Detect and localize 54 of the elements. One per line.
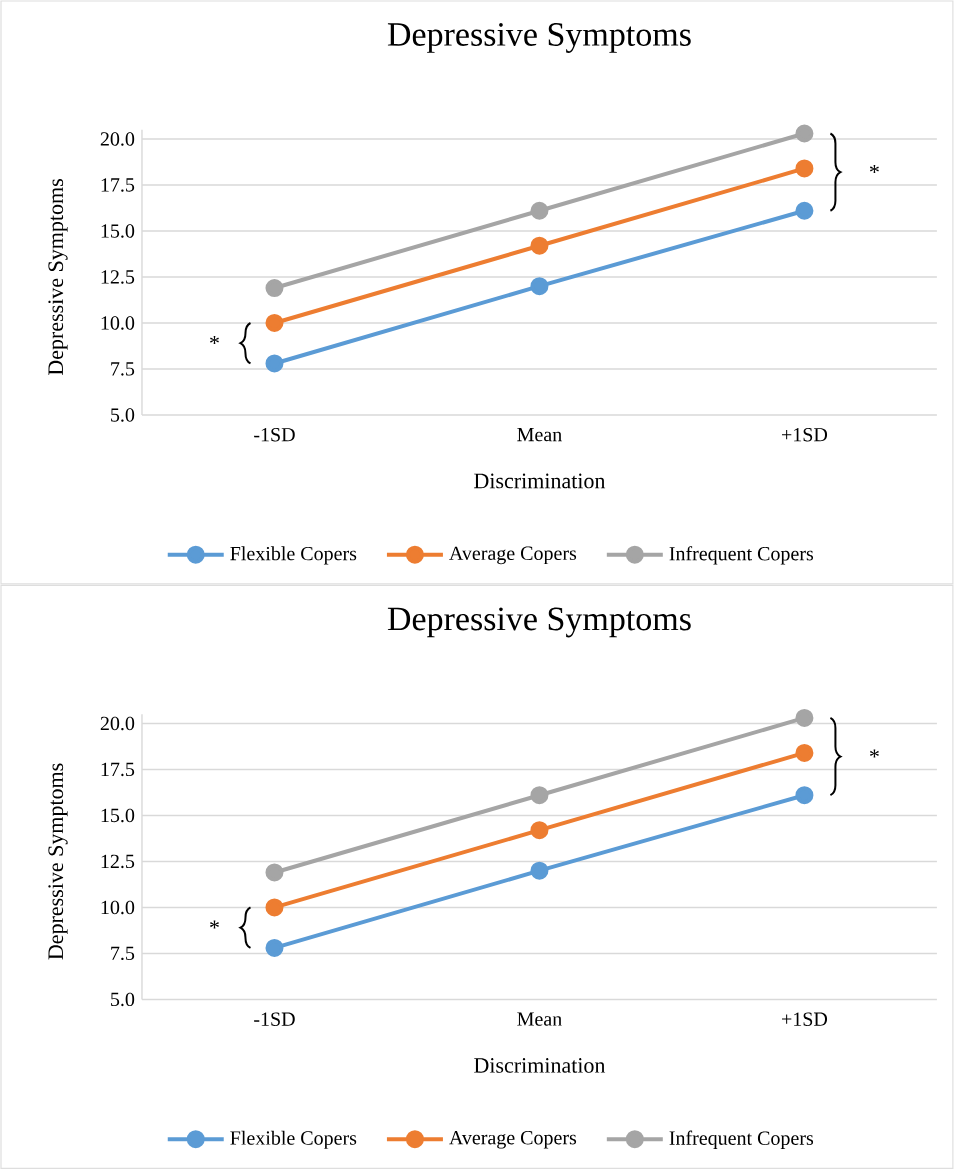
y-axis-title: Depressive Symptoms [48,179,68,376]
legend-label: Flexible Copers [230,546,357,565]
y-tick-label: 5.0 [111,408,135,422]
annotation: * [210,920,219,929]
legend-label: Infrequent Copers [669,1130,814,1149]
y-tick-label: 5.0 [111,992,135,1007]
y-tick-label: 7.5 [111,362,135,376]
point [530,821,549,840]
annotation: * [870,749,879,758]
point [530,236,549,255]
y-tick-label: 15.0 [101,224,135,238]
point [265,313,284,332]
point [530,277,549,296]
legend-label: Flexible Copers [230,1130,357,1149]
y-tick-label: 7.5 [111,946,135,961]
point [265,863,284,882]
point [265,354,284,373]
point [265,938,284,957]
legend-label: Infrequent Copers [669,546,814,565]
y-tick-label: 20.0 [100,132,135,146]
legend-label: Average Copers [449,546,577,565]
point [795,743,814,762]
x-axis-title: Discrimination [474,473,606,489]
x-tick-label: +1SD [782,428,828,442]
y-axis-title: Depressive Symptoms [48,763,68,960]
point [795,786,814,805]
point [795,708,814,727]
point [265,898,284,917]
x-tick-label: +1SD [782,1012,828,1026]
y-tick-label: 20.0 [100,716,135,731]
y-tick-label: 10.0 [101,316,135,330]
chart-title: Depressive Symptoms [387,23,691,53]
annotation: * [870,164,879,173]
point [795,159,814,178]
annotation: * [210,336,219,345]
legend-label: Average Copers [449,1131,577,1149]
point [265,279,284,298]
point [530,786,549,805]
chart-title: Depressive Symptoms [387,607,691,638]
point [530,861,549,880]
x-axis-title: Discrimination [474,1058,606,1073]
y-tick-label: 15.0 [101,808,135,823]
y-tick-label: 10.0 [101,900,135,915]
y-tick-label: 17.5 [101,178,135,192]
x-tick-label: Mean [517,428,562,442]
x-tick-label: -1SD [254,428,295,442]
point [795,201,814,220]
y-tick-label: 12.5 [101,854,135,869]
point [530,201,549,220]
y-tick-label: 12.5 [101,270,135,284]
point [795,124,814,143]
y-tick-label: 17.5 [101,762,135,777]
x-tick-label: Mean [517,1012,562,1026]
x-tick-label: -1SD [254,1012,295,1026]
